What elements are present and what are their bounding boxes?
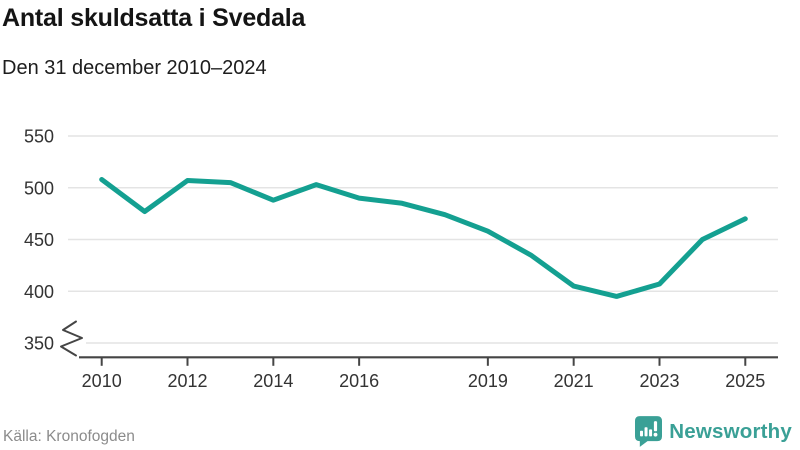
svg-text:2023: 2023 — [639, 371, 679, 391]
newsworthy-logo: Newsworthy — [635, 416, 792, 447]
svg-text:2012: 2012 — [167, 371, 207, 391]
svg-text:2021: 2021 — [554, 371, 594, 391]
svg-text:450: 450 — [24, 230, 54, 250]
svg-text:500: 500 — [24, 178, 54, 198]
chart-subtitle: Den 31 december 2010–2024 — [2, 57, 267, 79]
svg-text:2014: 2014 — [253, 371, 293, 391]
svg-text:2010: 2010 — [82, 371, 122, 391]
svg-text:2019: 2019 — [468, 371, 508, 391]
line-chart: 350 400 450 500 550 2010 2012 2014 2016 2019 2021 2… — [24, 127, 778, 391]
svg-text:400: 400 — [24, 282, 54, 302]
newsworthy-icon — [635, 416, 663, 447]
chart-title: Antal skuldsatta i Svedala — [2, 4, 306, 32]
svg-text:550: 550 — [24, 127, 54, 147]
svg-text:2016: 2016 — [339, 371, 379, 391]
brand-wordmark: Newsworthy — [669, 419, 792, 443]
source-label: Källa: Kronofogden — [3, 428, 135, 445]
svg-text:350: 350 — [24, 334, 54, 354]
svg-text:2025: 2025 — [725, 371, 765, 391]
